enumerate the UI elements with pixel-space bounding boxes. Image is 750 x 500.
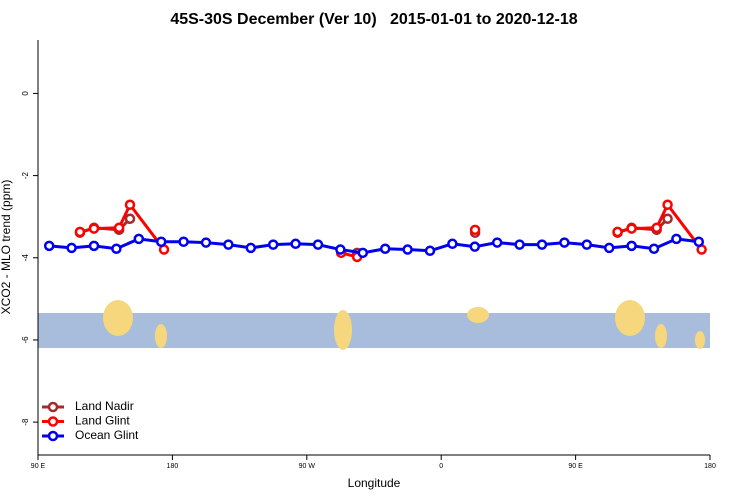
x-tick-label: 0 (439, 463, 443, 470)
legend-label: Land Glint (75, 414, 130, 428)
x-tick-label: 90 E (31, 463, 46, 470)
point (245, 242, 257, 254)
point (223, 239, 234, 250)
land (467, 307, 489, 323)
y-axis-label: XCO2 - MLO trend (ppm) (0, 180, 13, 315)
point (514, 239, 525, 250)
ocean-background (38, 313, 710, 348)
point (379, 243, 391, 254)
x-tick-label: 90 E (568, 463, 583, 470)
land (655, 324, 667, 348)
point (66, 242, 77, 254)
series-line (79, 217, 669, 235)
point (447, 238, 458, 250)
land (695, 331, 705, 349)
series-line (49, 237, 699, 255)
point (88, 240, 100, 252)
y-tick-label: -4 (21, 254, 30, 262)
x-tick-label: 180 (704, 463, 716, 470)
land (615, 300, 645, 336)
y-tick-label: -6 (21, 336, 30, 344)
x-tick-label: 90 W (299, 463, 316, 470)
legend-marker (47, 416, 59, 427)
point (111, 243, 122, 254)
point (357, 247, 369, 259)
point (469, 224, 481, 236)
point (124, 213, 136, 224)
point (424, 245, 436, 257)
point (536, 239, 548, 250)
point (626, 240, 637, 252)
point (648, 243, 660, 254)
point (133, 233, 145, 245)
point (113, 222, 125, 234)
point (662, 199, 673, 211)
point (290, 238, 301, 250)
y-tick-label: 0 (21, 91, 30, 96)
point (559, 237, 570, 248)
point (662, 213, 673, 224)
legend-marker (47, 430, 59, 442)
map-strip (38, 300, 710, 350)
point (651, 222, 662, 234)
point (178, 236, 189, 247)
point (88, 223, 100, 234)
point (603, 242, 615, 254)
land (334, 310, 352, 350)
point (43, 240, 55, 252)
land (155, 324, 167, 348)
point (626, 223, 637, 234)
series (43, 233, 705, 259)
y-tick-label: -8 (21, 418, 30, 426)
series (74, 199, 707, 263)
x-tick-label: 180 (167, 463, 179, 470)
point (693, 236, 705, 247)
chart-title: 45S-30S December (Ver 10) 2015-01-01 to … (170, 11, 577, 28)
point (267, 239, 279, 250)
point (124, 199, 136, 211)
legend-marker (47, 401, 59, 413)
y-tick-label: -2 (21, 171, 30, 179)
point (581, 239, 593, 250)
point (200, 237, 212, 248)
point (671, 233, 682, 245)
x-axis-label: Longitude (348, 476, 401, 490)
point (74, 226, 86, 238)
point (312, 239, 324, 250)
legend-label: Ocean Glint (75, 428, 139, 442)
point (402, 244, 413, 255)
land (103, 300, 133, 336)
point (612, 226, 623, 238)
legend-label: Land Nadir (75, 399, 134, 413)
point (335, 244, 346, 255)
point (469, 241, 481, 252)
point (155, 236, 167, 247)
point (491, 237, 503, 248)
